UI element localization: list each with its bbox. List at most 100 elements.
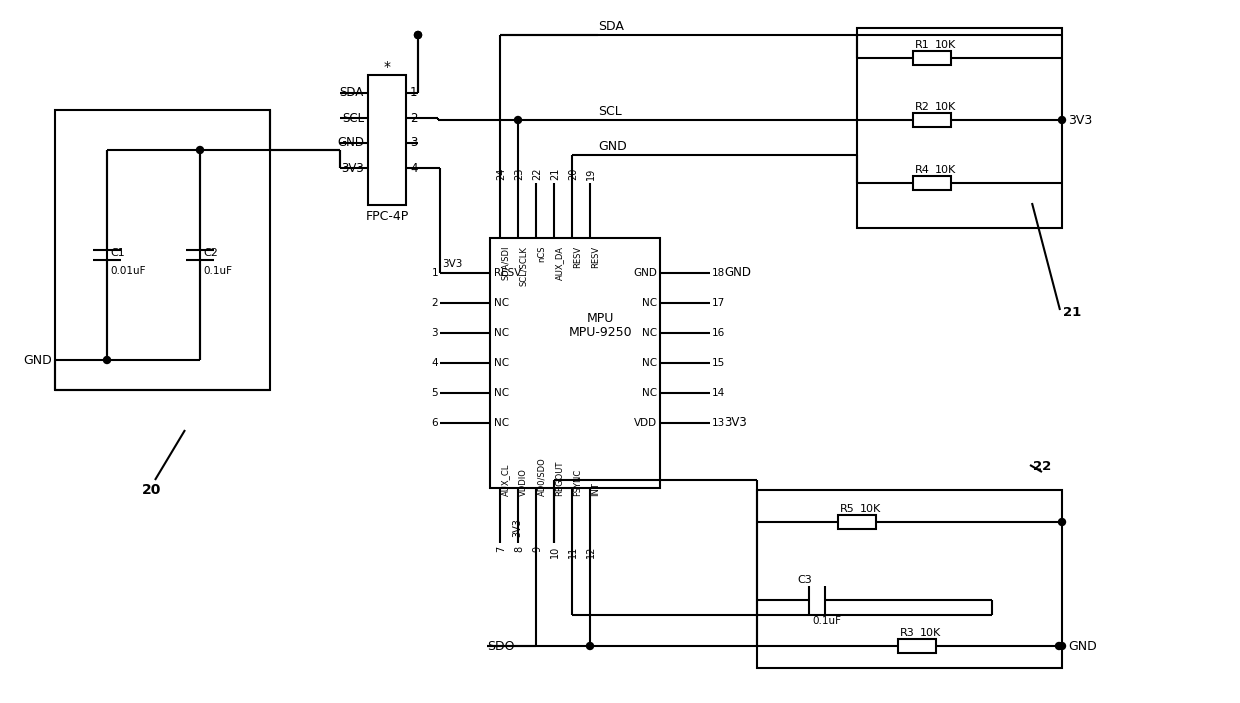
Text: GND: GND <box>337 136 365 150</box>
Text: 5: 5 <box>432 388 438 398</box>
Text: C1: C1 <box>110 248 125 258</box>
Text: 3: 3 <box>432 328 438 338</box>
Text: NC: NC <box>642 298 657 308</box>
Text: nCS: nCS <box>537 246 546 262</box>
Text: MPU: MPU <box>587 311 614 325</box>
Text: 10K: 10K <box>935 102 956 112</box>
Text: NC: NC <box>494 298 510 308</box>
Circle shape <box>1055 643 1063 650</box>
Text: MPU-9250: MPU-9250 <box>569 326 632 340</box>
Text: AD0/SDO: AD0/SDO <box>537 457 546 496</box>
Text: R5: R5 <box>839 504 854 514</box>
Text: 2: 2 <box>432 298 438 308</box>
Text: 10K: 10K <box>935 40 956 50</box>
Circle shape <box>587 643 594 650</box>
Text: 15: 15 <box>712 358 725 368</box>
Text: 10: 10 <box>551 546 560 558</box>
Text: VDDIO: VDDIO <box>520 468 528 496</box>
Circle shape <box>103 356 110 363</box>
Text: 11: 11 <box>568 546 578 558</box>
Text: 0.1uF: 0.1uF <box>812 616 841 626</box>
Text: NC: NC <box>494 388 510 398</box>
Text: R1: R1 <box>915 40 930 50</box>
Text: NC: NC <box>642 328 657 338</box>
Text: 10K: 10K <box>935 165 956 175</box>
Text: 7: 7 <box>496 546 506 553</box>
Text: 10K: 10K <box>920 628 941 638</box>
Text: 6: 6 <box>432 418 438 428</box>
Text: 4: 4 <box>432 358 438 368</box>
Circle shape <box>1059 519 1065 526</box>
Circle shape <box>1059 117 1065 124</box>
Text: GND: GND <box>24 354 52 366</box>
Text: 3V3: 3V3 <box>341 162 365 174</box>
Text: R4: R4 <box>915 165 930 175</box>
Text: AUX_CL: AUX_CL <box>501 463 510 496</box>
Bar <box>913 176 951 190</box>
Text: VDD: VDD <box>634 418 657 428</box>
Bar <box>857 28 1061 228</box>
Text: NC: NC <box>494 418 510 428</box>
Text: SCL/SCLK: SCL/SCLK <box>520 246 528 286</box>
Text: 10K: 10K <box>861 504 882 514</box>
Circle shape <box>414 32 422 39</box>
Text: FPC-4P: FPC-4P <box>366 210 409 224</box>
Circle shape <box>1059 643 1065 650</box>
Text: GND: GND <box>1068 640 1096 652</box>
Text: FSYNC: FSYNC <box>573 469 582 496</box>
Text: GND: GND <box>598 140 626 153</box>
Text: 22: 22 <box>532 167 542 180</box>
Bar <box>913 113 951 127</box>
Text: 2: 2 <box>410 112 418 124</box>
Text: 3V3: 3V3 <box>724 416 746 430</box>
Circle shape <box>515 117 522 124</box>
Text: GND: GND <box>724 266 751 280</box>
Text: NC: NC <box>494 358 510 368</box>
Circle shape <box>414 32 422 39</box>
Text: 9: 9 <box>532 546 542 552</box>
Text: SDA: SDA <box>598 20 624 33</box>
Text: NC: NC <box>642 388 657 398</box>
Text: 12: 12 <box>587 546 596 558</box>
Text: 19: 19 <box>587 168 596 180</box>
Bar <box>55 110 270 390</box>
Text: 1: 1 <box>432 268 438 278</box>
Text: 23: 23 <box>515 167 525 180</box>
Text: 1: 1 <box>410 86 418 100</box>
Text: 21: 21 <box>1063 307 1081 319</box>
Bar <box>838 515 875 529</box>
Text: 8: 8 <box>515 546 525 552</box>
Text: RESV: RESV <box>573 246 582 268</box>
Bar <box>756 490 1061 668</box>
Text: 22: 22 <box>1033 460 1052 474</box>
Text: R2: R2 <box>915 102 930 112</box>
Text: 17: 17 <box>712 298 725 308</box>
Text: 3: 3 <box>410 136 418 150</box>
Text: 16: 16 <box>712 328 725 338</box>
Text: 18: 18 <box>712 268 725 278</box>
Text: 24: 24 <box>496 167 506 180</box>
Text: REGOUT: REGOUT <box>556 460 564 496</box>
Text: R3: R3 <box>900 628 915 638</box>
Text: SCL: SCL <box>342 112 365 124</box>
Text: C3: C3 <box>797 575 812 585</box>
Text: INT: INT <box>591 482 600 496</box>
Text: SDA: SDA <box>340 86 365 100</box>
Text: 3V3: 3V3 <box>512 518 522 537</box>
Text: 0.1uF: 0.1uF <box>203 266 232 276</box>
Bar <box>368 75 405 205</box>
Text: 4: 4 <box>410 162 418 174</box>
Text: RESV: RESV <box>494 268 521 278</box>
Text: 0.01uF: 0.01uF <box>110 266 145 276</box>
Text: GND: GND <box>634 268 657 278</box>
Text: 20: 20 <box>143 483 161 497</box>
Text: SDO: SDO <box>487 640 515 652</box>
Text: AUX_DA: AUX_DA <box>556 246 564 280</box>
Bar <box>898 639 936 653</box>
Text: RESV: RESV <box>591 246 600 268</box>
Circle shape <box>196 146 203 153</box>
Text: 13: 13 <box>712 418 725 428</box>
Text: *: * <box>383 60 391 74</box>
Text: 3V3: 3V3 <box>1068 113 1092 127</box>
Text: SCL: SCL <box>598 105 621 118</box>
